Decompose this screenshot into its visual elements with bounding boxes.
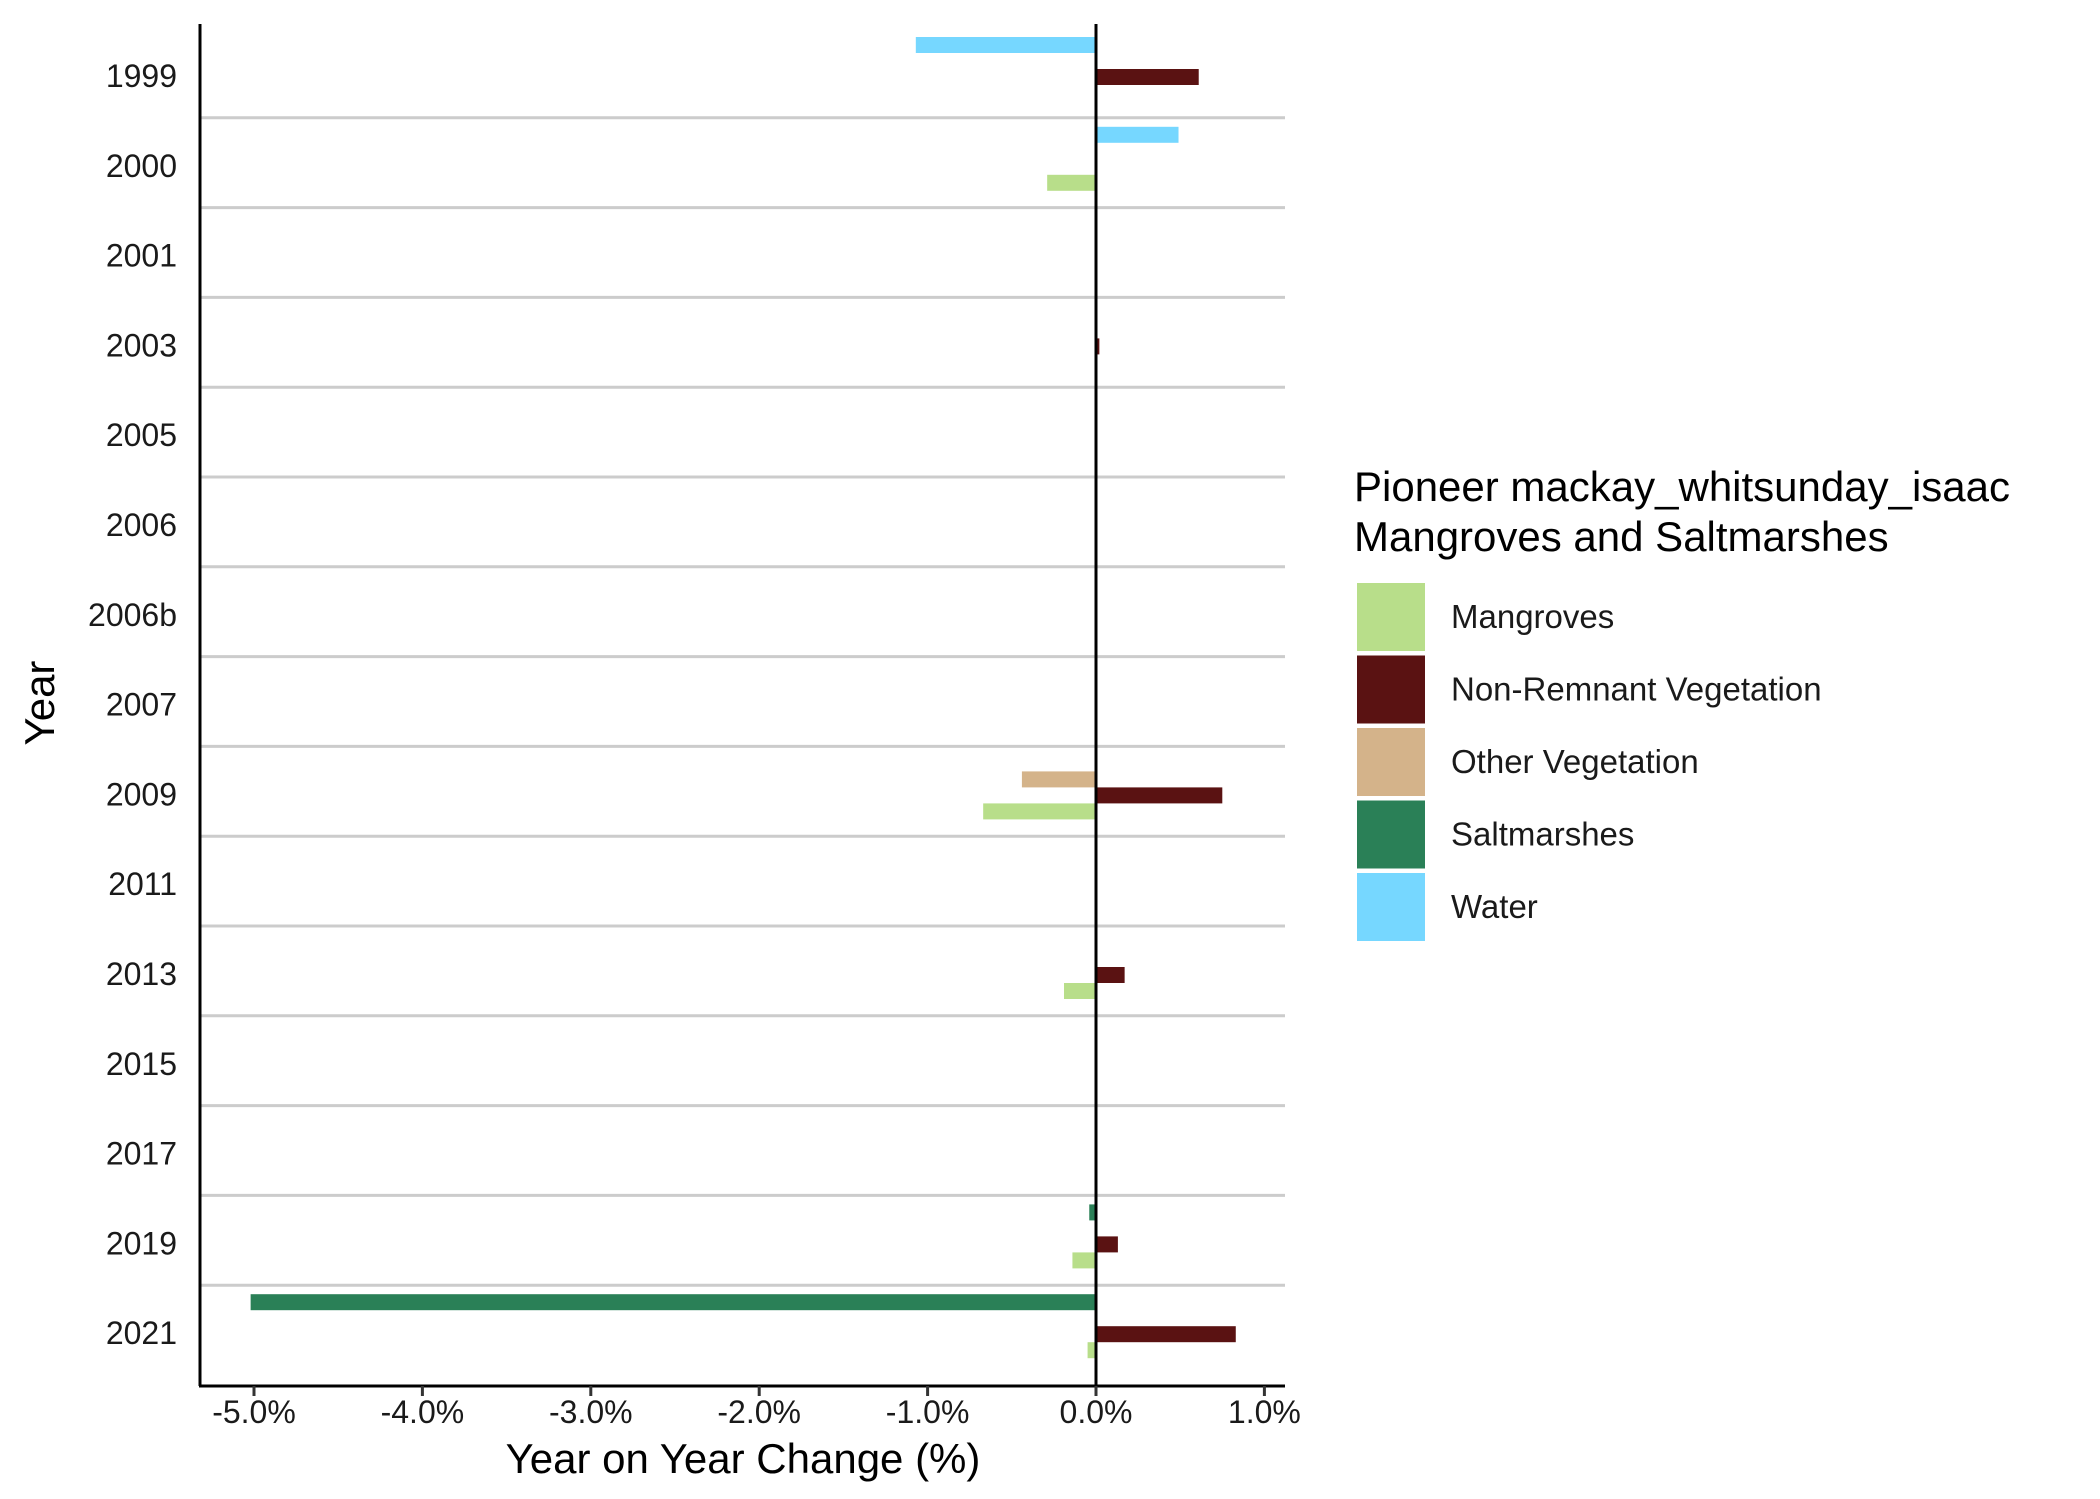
y-tick-label: 2017 (106, 1136, 177, 1172)
bar-mangroves-2021 (1087, 1342, 1096, 1359)
y-tick-label: 2003 (106, 327, 177, 363)
bar-water-1999 (915, 37, 1096, 53)
bar-other-vegetation-2009 (1021, 771, 1096, 788)
x-tick-label: -2.0% (717, 1394, 801, 1430)
bar-saltmarshes-2021 (250, 1294, 1096, 1311)
y-tick-label: 2019 (106, 1225, 177, 1261)
y-tick-label: 2009 (106, 776, 177, 812)
bar-non-remnant-vegetation-2021 (1096, 1326, 1236, 1343)
y-tick-label: 2015 (106, 1046, 177, 1082)
y-tick-label: 2021 (106, 1315, 177, 1351)
legend-label: Saltmarshes (1451, 816, 1634, 853)
legend-swatch-water (1355, 871, 1427, 943)
legend-items: Mangroves Non-Remnant Vegetation Other Veg… (1355, 581, 1822, 943)
x-axis-title: Year on Year Change (%) (506, 1435, 981, 1482)
y-tick-label: 2005 (106, 417, 177, 453)
y-tick-label: 2006b (88, 597, 177, 633)
bar-non-remnant-vegetation-2003 (1096, 338, 1100, 355)
bar-mangroves-2013 (1064, 983, 1096, 999)
x-tick-labels: -5.0% -4.0% -3.0% -2.0% -1.0% 0.0% 1.0% (212, 1394, 1301, 1430)
y-tick-label: 2006 (106, 507, 177, 543)
legend-label: Other Vegetation (1451, 743, 1699, 780)
bar-non-remnant-vegetation-1999 (1096, 69, 1199, 85)
legend-swatch-saltmarshes (1355, 798, 1427, 871)
x-tick-label: -3.0% (549, 1394, 633, 1430)
legend-swatch-mangroves (1355, 581, 1427, 653)
y-axis-title: Year (16, 661, 63, 746)
bar-non-remnant-vegetation-2009 (1096, 787, 1223, 804)
x-tick-label: -4.0% (381, 1394, 465, 1430)
bar-saltmarshes-2019 (1089, 1204, 1096, 1221)
bar-water-2000 (1096, 126, 1179, 143)
legend-title-line-1: Pioneer mackay_whitsunday_isaac (1354, 463, 2010, 510)
bar-mangroves-2000 (1047, 174, 1096, 191)
legend-title-line-2: Mangroves and Saltmarshes (1354, 513, 1889, 560)
y-tick-label: 1999 (106, 58, 177, 94)
y-tick-label: 2000 (106, 148, 177, 184)
legend-label: Water (1451, 888, 1538, 925)
legend-label: Non-Remnant Vegetation (1451, 671, 1822, 708)
legend-swatch-non-remnant-vegetation (1355, 653, 1427, 726)
x-tick-label: 0.0% (1060, 1394, 1133, 1430)
y-tick-label: 2013 (106, 956, 177, 992)
bars (250, 37, 1236, 1359)
bar-non-remnant-vegetation-2013 (1096, 967, 1125, 983)
grid-lines (200, 116, 1285, 1287)
bar-mangroves-2019 (1072, 1252, 1096, 1269)
bar-non-remnant-vegetation-2019 (1096, 1236, 1118, 1253)
legend-swatch-other-vegetation (1355, 726, 1427, 798)
y-tick-label: 2007 (106, 687, 177, 723)
x-tick-label: 1.0% (1228, 1394, 1301, 1430)
legend: Pioneer mackay_whitsunday_isaac Mangrove… (1354, 463, 2010, 943)
y-tick-labels: 1999 2000 2001 2003 2005 2006 2006b 2007 2009 201… (88, 58, 177, 1351)
bar-mangroves-2009 (983, 803, 1096, 820)
x-tick-label: -1.0% (886, 1394, 970, 1430)
y-tick-label: 2011 (108, 866, 177, 902)
axes (198, 24, 1285, 1396)
y-tick-label: 2001 (106, 238, 177, 274)
x-tick-label: -5.0% (212, 1394, 296, 1430)
legend-label: Mangroves (1451, 598, 1614, 635)
